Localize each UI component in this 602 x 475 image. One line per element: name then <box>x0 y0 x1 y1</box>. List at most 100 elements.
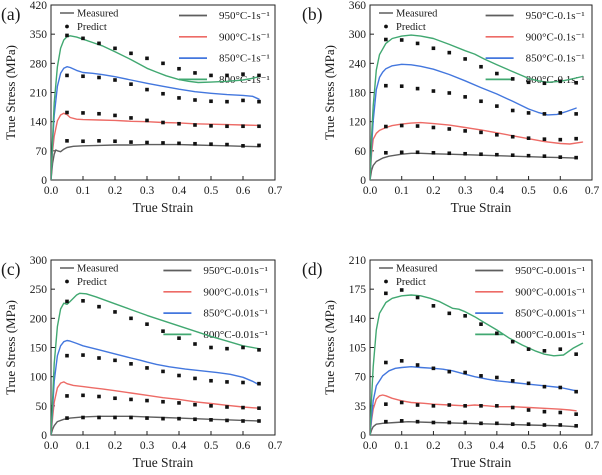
predict-marker-1 <box>209 124 213 128</box>
predict-marker-0 <box>479 152 483 157</box>
legend-entry-label: 850°C-0.1s⁻¹ <box>526 53 585 65</box>
measured-curve-1 <box>51 381 260 435</box>
predict-marker-1 <box>384 124 388 129</box>
predict-marker-2 <box>510 108 515 113</box>
predict-marker-0 <box>415 150 420 155</box>
predict-marker-3 <box>129 51 133 56</box>
predict-marker-3 <box>145 56 149 61</box>
predict-marker-0 <box>209 142 213 146</box>
predict-marker-2 <box>161 369 165 374</box>
y-tick-label: 120 <box>349 117 367 129</box>
predict-marker-1 <box>526 408 531 412</box>
measured-curve-3 <box>51 292 260 435</box>
y-tick-label: 70 <box>355 372 367 384</box>
y-tick-label: 420 <box>30 0 48 12</box>
predict-marker-0 <box>447 420 452 425</box>
plot-area <box>51 33 261 180</box>
predict-marker-1 <box>225 405 229 409</box>
y-tick-label: 280 <box>30 58 48 70</box>
subplot-d: 0.0 0.1 0.2 0.3 0.4 0.5 0.6 0.7 0 35 70 105 140 175 21… <box>301 237 602 475</box>
predict-marker-1 <box>113 113 117 118</box>
plot-area <box>370 34 584 180</box>
x-tick-label: 0.6 <box>236 185 251 197</box>
predict-marker-1 <box>399 400 404 405</box>
predict-marker-1 <box>574 136 578 141</box>
x-tick-label: 0.4 <box>172 185 187 197</box>
y-tick-label: 35 <box>355 401 367 413</box>
predict-marker-1 <box>129 116 133 120</box>
x-tick-label: 0.2 <box>108 185 123 197</box>
x-tick-label: 0.6 <box>553 440 568 452</box>
predict-marker-1 <box>241 405 245 410</box>
predict-marker-3 <box>225 73 229 78</box>
predict-marker-3 <box>510 339 515 344</box>
predict-marker-1 <box>431 404 436 408</box>
predict-marker-1 <box>510 134 515 139</box>
y-axis-label: True Stress (MPa) <box>3 45 18 140</box>
predict-marker-2 <box>542 112 547 116</box>
predict-marker-3 <box>558 347 563 351</box>
plot-area <box>370 288 584 435</box>
predict-marker-3 <box>431 304 436 308</box>
predict-marker-0 <box>558 155 563 159</box>
predict-marker-3 <box>495 331 499 336</box>
predict-marker-1 <box>558 410 563 415</box>
predict-marker-1 <box>193 402 197 407</box>
predict-marker-0 <box>431 420 436 425</box>
predict-marker-1 <box>415 403 420 407</box>
predict-marker-3 <box>193 342 197 346</box>
predict-marker-2 <box>479 374 483 378</box>
predict-marker-3 <box>193 71 197 75</box>
y-tick-label: 0 <box>360 175 366 187</box>
predict-marker-0 <box>526 422 531 426</box>
predict-marker-2 <box>65 353 69 358</box>
predict-marker-2 <box>431 366 436 371</box>
legend-predict-label: Predict <box>396 277 426 288</box>
predict-marker-0 <box>225 142 229 147</box>
predict-marker-3 <box>431 46 436 51</box>
predict-marker-3 <box>129 316 133 321</box>
legend-predict-label: Predict <box>77 277 107 288</box>
panel-letter: (a) <box>1 4 21 24</box>
predict-marker-0 <box>447 151 452 156</box>
x-tick-label: 0.3 <box>140 440 155 452</box>
predict-marker-0 <box>495 152 499 157</box>
y-axis-label: True Stress (MPa) <box>322 45 337 140</box>
x-tick-label: 0.4 <box>172 440 187 452</box>
measured-curve-2 <box>51 66 260 180</box>
predict-marker-0 <box>399 150 404 155</box>
measured-curve-3 <box>51 35 260 180</box>
legend-entry-label: 850°C-1s⁻¹ <box>219 53 270 65</box>
predict-marker-0 <box>542 423 547 427</box>
predict-marker-3 <box>399 288 404 292</box>
predict-marker-3 <box>526 80 531 85</box>
predict-marker-3 <box>145 322 149 326</box>
x-tick-label: 0.6 <box>236 440 251 452</box>
predict-marker-0 <box>145 416 149 420</box>
predict-marker-3 <box>113 46 117 51</box>
predict-marker-3 <box>479 64 483 69</box>
measured-curve-0 <box>51 143 260 180</box>
predict-marker-0 <box>415 419 420 424</box>
predict-marker-2 <box>193 98 197 102</box>
legend-predict-marker <box>384 279 388 284</box>
x-tick-label: 0.5 <box>521 185 536 197</box>
predict-marker-3 <box>463 57 467 61</box>
predict-marker-0 <box>431 150 436 155</box>
predict-marker-0 <box>558 423 563 427</box>
predict-marker-0 <box>574 155 578 160</box>
predict-marker-1 <box>241 124 245 129</box>
predict-marker-1 <box>495 132 499 137</box>
y-tick-label: 300 <box>349 29 367 41</box>
predict-marker-0 <box>113 415 117 420</box>
predict-marker-3 <box>209 345 213 350</box>
x-tick-label: 0.7 <box>585 185 600 197</box>
predict-marker-2 <box>65 73 69 78</box>
plot-area <box>51 292 261 435</box>
predict-marker-0 <box>384 419 388 424</box>
x-tick-label: 0.0 <box>44 440 59 452</box>
panel-letter: (d) <box>302 259 323 279</box>
y-tick-label: 150 <box>30 343 48 355</box>
legend-measured-label: Measured <box>77 264 119 275</box>
predict-marker-3 <box>542 349 547 353</box>
